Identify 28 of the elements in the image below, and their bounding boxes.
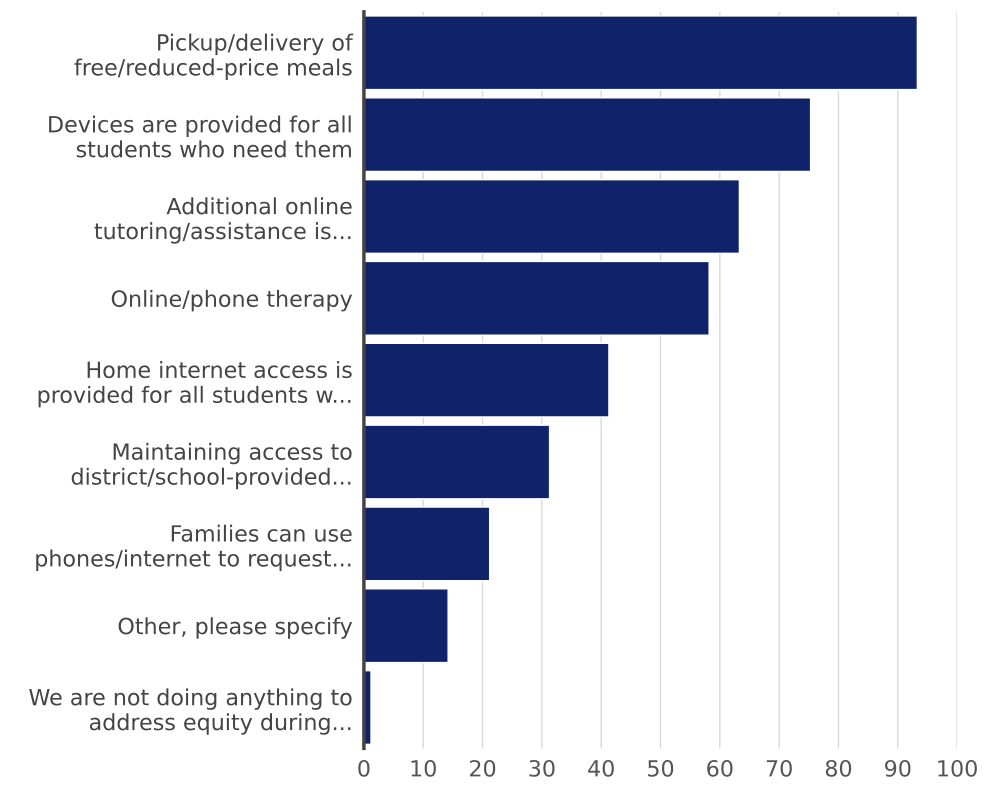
x-tick-label: 50	[648, 760, 674, 777]
bar	[364, 15, 918, 90]
bar	[364, 260, 710, 336]
bar	[364, 506, 490, 582]
bar	[364, 97, 812, 172]
y-tick-label: Devices are provided for all students who need them	[49, 115, 351, 158]
x-tick-label: 80	[826, 760, 852, 777]
y-tick-label: Pickup/delivery of free/reduced-price meals	[74, 34, 354, 80]
x-tick-label: 0	[358, 760, 370, 777]
x-tick-label: 60	[707, 760, 732, 777]
y-tick-label: Online/phone therapy	[112, 290, 352, 312]
x-tick-label: 100	[938, 760, 977, 777]
x-tick-label: 40	[588, 760, 614, 777]
bar	[364, 588, 449, 664]
y-tick-label: Other, please specify	[118, 617, 352, 639]
x-tick-label: 70	[766, 760, 792, 777]
y-tick-label: Additional online tutoring/assistance is...	[94, 197, 352, 244]
y-tick-label: We are not doing anything to address equity during...	[29, 688, 352, 735]
bar	[364, 424, 550, 500]
bar	[364, 342, 610, 418]
x-tick-label: 20	[470, 760, 496, 777]
x-tick-label: 10	[412, 760, 436, 777]
bar	[364, 178, 740, 254]
x-tick-label: 90	[885, 760, 910, 777]
y-tick-label: Families can use phones/internet to request...	[36, 524, 352, 572]
y-tick-label: Maintaining access to district/school-provided...	[72, 442, 352, 490]
y-tick-label: Home internet access is provided for all students w...	[38, 360, 352, 408]
x-tick-label: 30	[529, 760, 555, 777]
